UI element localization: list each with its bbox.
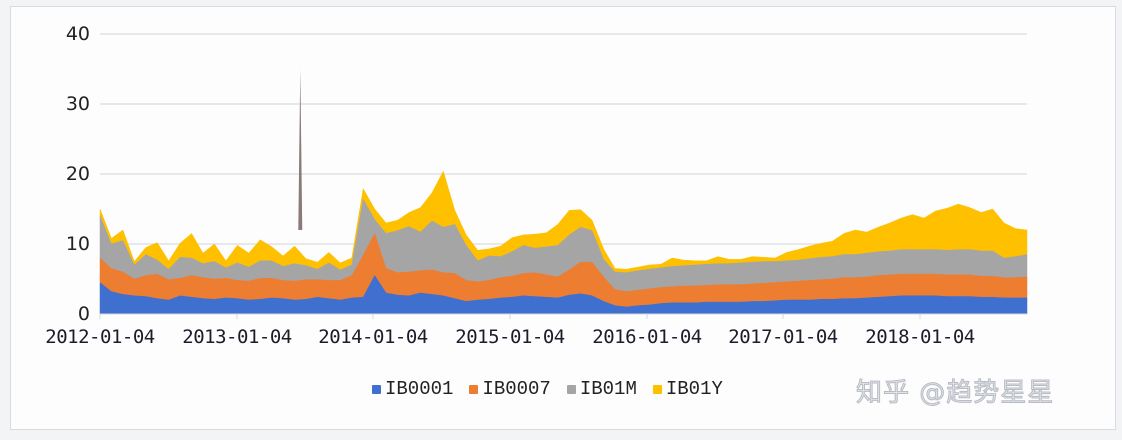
legend-swatch-icon [372,384,381,394]
legend-label: IB0001 [385,378,454,400]
legend: IB0001 IB0007 IB01M IB01Y [372,378,723,400]
gridlines [100,33,1027,245]
legend-item-ib01y[interactable]: IB01Y [652,378,723,400]
stacked-areas [99,69,1028,315]
y-tick-0: 0 [77,303,90,325]
legend-item-ib0001[interactable]: IB0001 [372,378,453,400]
legend-label: IB01M [579,378,637,400]
watermark: 知乎 @趋势星星 [855,378,1055,409]
y-tick-30: 30 [65,93,90,115]
x-tick-2016: 2016-01-04 [592,326,702,348]
legend-item-ib0007[interactable]: IB0007 [469,378,551,400]
y-tick-10: 10 [65,233,90,255]
x-tick-marks [99,313,1027,319]
x-tick-2015: 2015-01-04 [455,326,565,348]
legend-swatch-icon [566,384,576,394]
legend-swatch-icon [469,384,479,394]
x-tick-2014: 2014-01-04 [318,326,428,348]
y-tick-40: 40 [65,23,90,45]
legend-swatch-icon [652,384,662,394]
legend-item-ib01m[interactable]: IB01M [566,378,637,400]
legend-label: IB0007 [482,378,551,400]
x-tick-2012: 2012-01-04 [45,326,155,348]
x-tick-2018: 2018-01-04 [865,326,975,348]
y-tick-20: 20 [65,163,90,185]
x-tick-2017: 2017-01-04 [728,326,838,348]
x-tick-2013: 2013-01-04 [182,326,292,348]
legend-label: IB01Y [665,378,723,400]
